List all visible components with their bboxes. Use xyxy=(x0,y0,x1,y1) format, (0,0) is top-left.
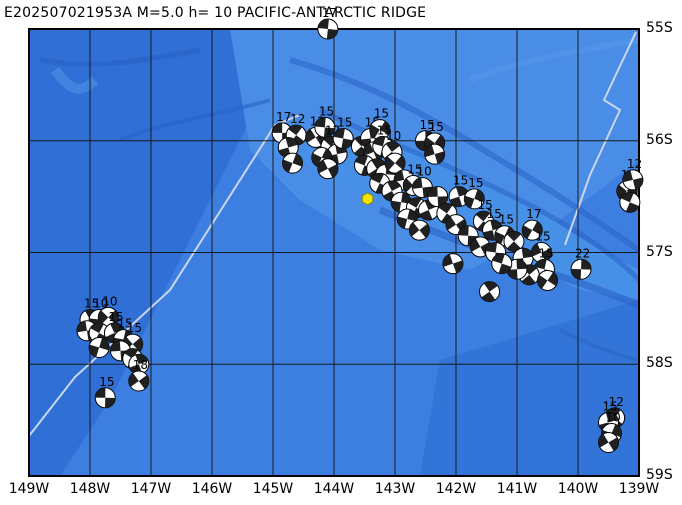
depth-label: 15 xyxy=(407,162,422,176)
focal-mechanism xyxy=(503,230,525,252)
depth-label: 15 xyxy=(468,176,483,190)
depth-label: 10 xyxy=(93,297,108,311)
focal-mechanism xyxy=(598,431,619,453)
latitude-label: 58S xyxy=(646,355,673,372)
focal-mechanism xyxy=(277,136,299,158)
longitude-label: 149W xyxy=(8,481,50,497)
depth-label: 17 xyxy=(322,6,337,20)
focal-mechanism xyxy=(317,158,339,180)
focal-mechanism xyxy=(619,191,641,213)
depth-label: 15 xyxy=(477,198,492,212)
latitude-label: 56S xyxy=(646,131,673,148)
longitude-label: 146W xyxy=(191,481,233,497)
depth-label: 15 xyxy=(337,116,352,130)
longitude-label: 139W xyxy=(618,481,660,497)
focal-mechanism xyxy=(424,143,446,165)
focal-mechanism xyxy=(479,281,501,303)
focal-mechanism: 22 xyxy=(570,246,592,280)
focal-mechanism: 17 xyxy=(317,6,339,40)
focal-mechanism xyxy=(282,152,304,174)
focal-mechanism: 17 xyxy=(521,207,543,241)
focal-mechanism: 15 xyxy=(463,176,485,210)
depth-label: 10 xyxy=(416,165,431,179)
depth-label: 15 xyxy=(487,207,502,221)
depth-label: 15 xyxy=(99,375,114,389)
longitude-label: 144W xyxy=(313,481,355,497)
depth-label: 15 xyxy=(499,213,514,227)
depth-label: 17 xyxy=(276,110,291,124)
focal-mechanism: 15 xyxy=(369,107,391,141)
focal-mechanism: 10 xyxy=(411,165,433,199)
depth-label: 17 xyxy=(526,207,541,221)
event-layer xyxy=(361,192,374,206)
depth-label: 15 xyxy=(127,321,142,335)
depth-label: 15 xyxy=(374,107,389,121)
longitude-label: 141W xyxy=(496,481,538,497)
depth-label: 18 xyxy=(133,358,148,372)
map-title: E202507021953A M=5.0 h= 10 PACIFIC-ANTAR… xyxy=(4,5,427,21)
focal-mechanism xyxy=(442,253,464,275)
plate-boundary-east xyxy=(564,31,637,246)
plate-boundary-west xyxy=(29,114,301,437)
longitude-label: 148W xyxy=(69,481,111,497)
focal-mechanism: 15 xyxy=(314,104,336,138)
focal-mechanism: 10 xyxy=(97,294,119,328)
depth-label: 12 xyxy=(290,112,305,126)
abyssal-plain-southeast xyxy=(420,300,639,476)
latitude-label: 57S xyxy=(646,243,673,260)
depth-label: 15 xyxy=(535,230,550,244)
focal-mechanism xyxy=(537,269,558,291)
focal-mechanism xyxy=(491,253,513,275)
focal-mechanism: 12 xyxy=(622,157,644,191)
depth-label: 15 xyxy=(118,317,133,331)
depth-label: 15 xyxy=(84,297,99,311)
depth-label: 15 xyxy=(453,174,468,188)
focal-mechanism xyxy=(384,152,406,174)
depth-label: 15 xyxy=(377,123,392,137)
latitude-label: 59S xyxy=(646,467,673,483)
longitude-label: 140W xyxy=(557,481,599,497)
depth-label: 12 xyxy=(609,395,624,409)
longitude-label: 143W xyxy=(374,481,416,497)
depth-label: 15 xyxy=(429,120,444,134)
longitude-label: 147W xyxy=(130,481,172,497)
depth-label: 12 xyxy=(627,157,642,171)
focal-mechanism: 15 xyxy=(530,230,552,263)
depth-label: 15 xyxy=(420,118,435,132)
latitude-label: 55S xyxy=(646,20,673,36)
depth-label: 10 xyxy=(386,129,401,143)
focal-mechanism xyxy=(88,336,110,358)
depth-label: 22 xyxy=(575,246,590,260)
depth-label: 15 xyxy=(319,104,334,118)
focal-mechanism-layer: 1712121512151515151015151510151515151517… xyxy=(76,6,644,453)
longitude-label: 142W xyxy=(435,481,477,497)
focal-mechanism xyxy=(427,186,449,208)
focal-mechanism: 15 xyxy=(332,116,354,150)
depth-label: 15 xyxy=(603,399,618,413)
depth-label: 15 xyxy=(108,310,123,324)
focal-mechanism: 15 xyxy=(94,375,116,409)
focal-mechanism xyxy=(408,219,430,241)
event-epicenter-marker xyxy=(361,192,374,206)
focal-mechanism: 18 xyxy=(128,358,150,392)
depth-label: 15 xyxy=(538,246,553,260)
depth-label: 10 xyxy=(606,411,621,425)
longitude-label: 145W xyxy=(252,481,294,497)
depth-label: 10 xyxy=(102,294,117,308)
